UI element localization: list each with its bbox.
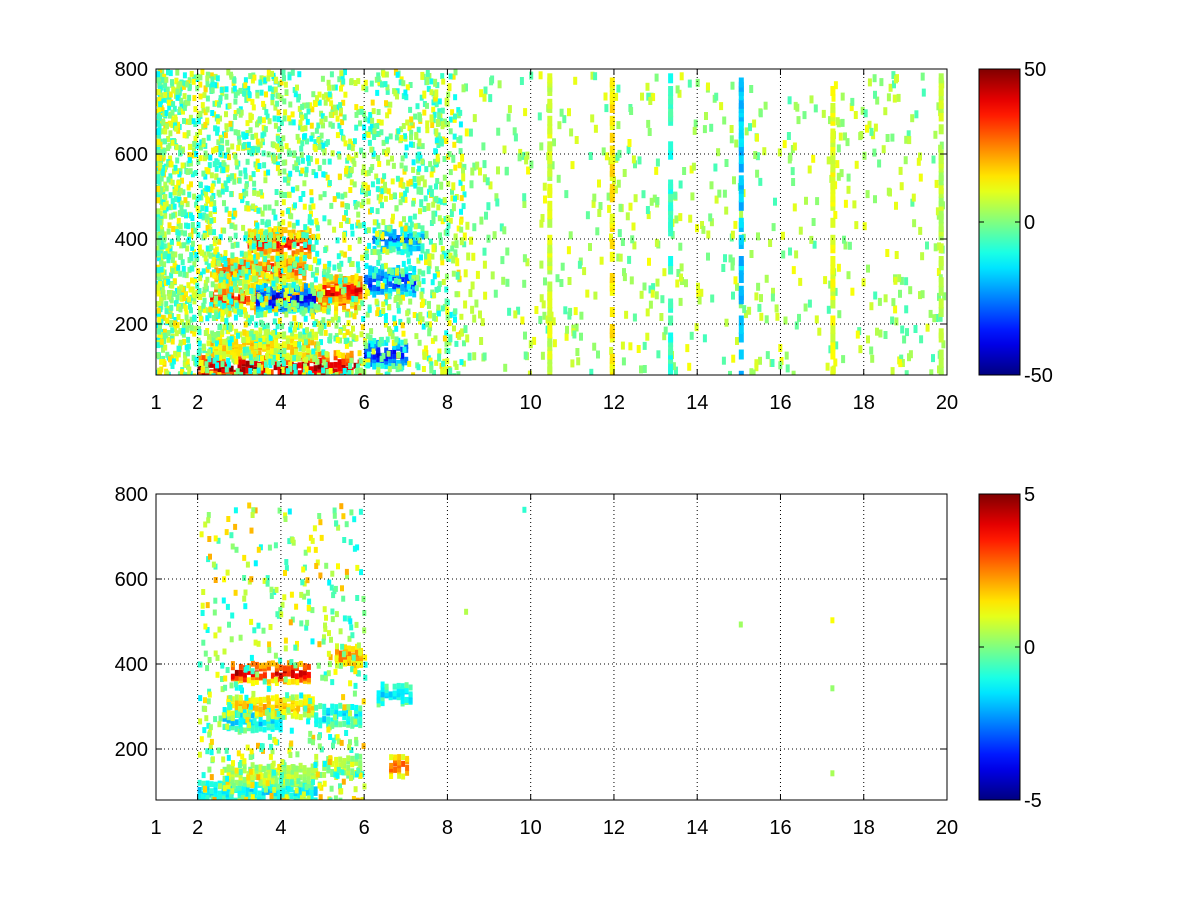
isolated-point-1 [522,506,527,513]
vertical-streak-5 [830,86,836,375]
y-tick-label: 200 [115,739,148,761]
x-tick-label: 18 [853,392,875,414]
isolated-point-6 [830,770,835,777]
colorbar-tick-label: 0 [1024,637,1035,659]
vertical-streak-2 [609,77,615,375]
x-tick-label: 8 [442,817,453,839]
feature-band-9 [376,681,413,708]
y-tick-label: 800 [115,484,148,506]
noise-field-1 [156,69,467,375]
x-tick-label: 1 [150,817,161,839]
grid-1 [156,69,947,375]
vertical-streak-1 [547,73,553,375]
colorbar-2: 5 0 -5 [978,484,1042,812]
y-tick-label: 200 [115,314,148,336]
x-tick-label: 12 [603,817,625,839]
x-tick-label: 10 [520,392,542,414]
x-tick-label: 8 [442,392,453,414]
x-tick-label: 4 [275,392,286,414]
vertical-streak-3 [668,73,674,375]
y-tick-label: 400 [115,654,148,676]
sparse-speckles [414,70,947,375]
x-tick-label: 20 [936,392,958,414]
x-tick-label: 6 [359,392,370,414]
y-tick-label: 400 [115,229,148,251]
x-tick-label: 12 [603,392,625,414]
vertical-streak-6 [938,73,944,375]
x-tick-label: 2 [192,392,203,414]
y-tick-label: 600 [115,569,148,591]
axes-box-2 [155,493,948,801]
x-tick-label: 16 [769,392,791,414]
x-tick-label: 20 [936,817,958,839]
isolated-point-5 [830,685,835,692]
x-tick-label: 14 [686,817,708,839]
isolated-point-4 [830,617,835,624]
colorbar-tick-label: 50 [1024,59,1046,81]
isolated-point-3 [738,621,743,628]
x-tick-label: 16 [769,817,791,839]
x-tick-label: 10 [520,817,542,839]
x-tick-label: 6 [359,817,370,839]
x-tick-label: 4 [275,817,286,839]
noise-field-2 [197,502,368,800]
x-tick-label: 2 [192,817,203,839]
x-tick-label: 18 [853,817,875,839]
y-tick-label: 800 [115,59,148,81]
heatmap-1 [156,69,947,375]
grid-2 [156,494,947,800]
feature-band-10 [389,754,410,780]
colorbar-1: 50 0 -50 [978,59,1053,387]
x-tick-label: 1 [150,392,161,414]
colorbar-tick-label: 0 [1024,212,1035,234]
colorbar-tick-label: -5 [1024,790,1042,812]
colorbar-tick-label: -50 [1024,365,1053,387]
colorbar-tick-label: 5 [1024,484,1035,506]
y-tick-label: 600 [115,144,148,166]
axes-box-1 [155,68,948,376]
x-tick-label: 14 [686,392,708,414]
isolated-point-2 [464,608,469,615]
vertical-streak-4 [738,77,744,375]
